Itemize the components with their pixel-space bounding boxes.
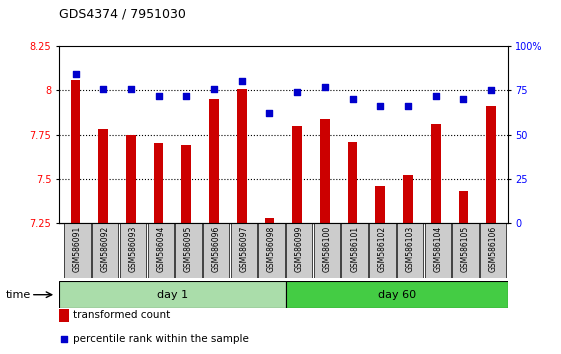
Text: GSM586097: GSM586097 [240, 226, 249, 272]
Bar [92, 223, 118, 278]
Text: GDS4374 / 7951030: GDS4374 / 7951030 [59, 7, 186, 20]
Text: GSM586092: GSM586092 [101, 226, 110, 272]
Bar [120, 223, 146, 278]
Point [486, 87, 495, 93]
Point [376, 103, 385, 109]
Bar [486, 106, 496, 223]
Point [431, 93, 440, 98]
Text: GSM586100: GSM586100 [323, 226, 332, 272]
Bar [452, 223, 479, 278]
Bar [259, 223, 284, 278]
Point [293, 89, 302, 95]
Text: day 1: day 1 [157, 290, 188, 300]
Text: GSM586101: GSM586101 [350, 226, 359, 272]
Point [237, 79, 246, 84]
Bar [320, 119, 330, 223]
Bar [397, 223, 423, 278]
Bar [237, 88, 247, 223]
Bar [375, 186, 385, 223]
Bar [348, 142, 357, 223]
Point [71, 72, 80, 77]
Point [324, 220, 333, 226]
Bar [480, 223, 507, 278]
Point [403, 103, 412, 109]
Text: GSM586106: GSM586106 [489, 226, 498, 272]
Bar [458, 191, 468, 223]
Bar [314, 223, 340, 278]
Point [210, 86, 219, 91]
Point [320, 84, 329, 90]
Bar [231, 223, 257, 278]
Bar [431, 124, 440, 223]
Text: GSM586091: GSM586091 [73, 226, 82, 272]
Point [99, 86, 108, 91]
Text: GSM586095: GSM586095 [184, 226, 193, 272]
Bar [403, 175, 413, 223]
Text: GSM586098: GSM586098 [267, 226, 276, 272]
Text: GSM586105: GSM586105 [461, 226, 470, 272]
Bar [292, 126, 302, 223]
Bar [209, 99, 219, 223]
Bar [286, 223, 312, 278]
Bar [425, 223, 451, 278]
Text: GSM586096: GSM586096 [211, 226, 220, 272]
Point [459, 96, 468, 102]
Bar [71, 80, 80, 223]
Bar [59, 281, 286, 308]
Bar [98, 129, 108, 223]
Text: GSM586093: GSM586093 [128, 226, 137, 272]
Point [348, 96, 357, 102]
Bar [182, 145, 191, 223]
Text: day 60: day 60 [378, 290, 416, 300]
Point [182, 93, 191, 98]
Bar [59, 309, 69, 322]
Bar [265, 218, 274, 223]
Text: GSM586094: GSM586094 [156, 226, 165, 272]
Text: GSM586104: GSM586104 [433, 226, 442, 272]
Text: GSM586102: GSM586102 [378, 226, 387, 272]
Point [265, 110, 274, 116]
Point [126, 86, 135, 91]
Bar [369, 223, 396, 278]
Bar [148, 223, 174, 278]
Bar [126, 135, 136, 223]
Bar [154, 143, 163, 223]
Bar [342, 223, 368, 278]
Point [154, 93, 163, 98]
Bar [175, 223, 201, 278]
Text: time: time [6, 290, 31, 300]
Text: GSM586103: GSM586103 [406, 226, 415, 272]
Text: transformed count: transformed count [73, 310, 171, 320]
Bar [286, 281, 508, 308]
Bar [203, 223, 229, 278]
Text: percentile rank within the sample: percentile rank within the sample [73, 334, 249, 344]
Text: GSM586099: GSM586099 [295, 226, 304, 272]
Bar [65, 223, 91, 278]
